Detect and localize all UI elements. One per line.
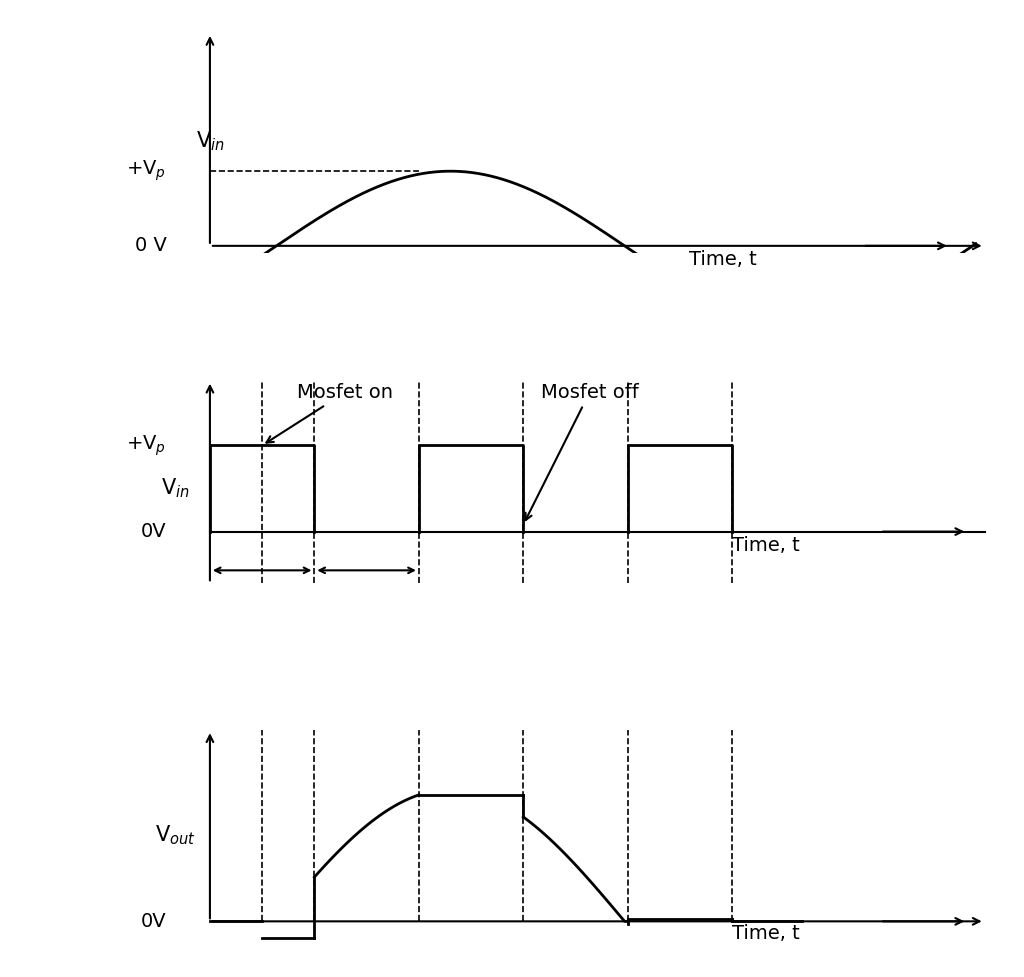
Text: Time, t: Time, t (732, 535, 800, 555)
Text: V$_{in}$: V$_{in}$ (161, 477, 189, 500)
Text: 0V: 0V (140, 522, 166, 541)
Text: V$_{in}$: V$_{in}$ (196, 130, 224, 153)
Text: 0V: 0V (140, 912, 166, 931)
Text: Mosfet off: Mosfet off (525, 383, 638, 520)
Text: +V$_p$: +V$_p$ (127, 159, 166, 184)
Text: V$_{out}$: V$_{out}$ (155, 824, 196, 847)
Text: Time, t: Time, t (732, 924, 800, 943)
Text: 0 V: 0 V (134, 236, 166, 255)
Text: Time, t: Time, t (688, 249, 757, 269)
Text: +V$_p$: +V$_p$ (127, 433, 166, 457)
Text: Mosfet on: Mosfet on (266, 383, 393, 443)
